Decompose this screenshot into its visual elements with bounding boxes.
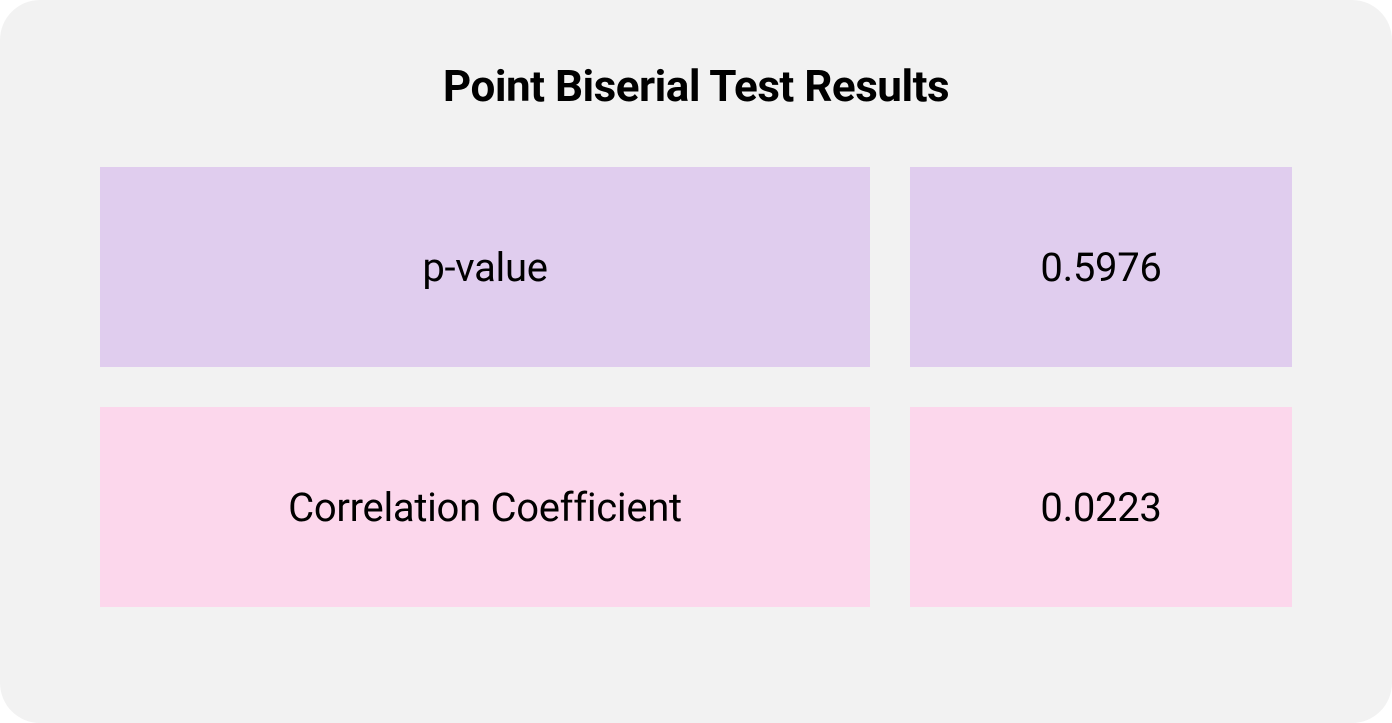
results-rows: p-value 0.5976 Correlation Coefficient 0… [100, 167, 1292, 653]
result-label: Correlation Coefficient [100, 407, 870, 607]
card-title: Point Biserial Test Results [100, 60, 1292, 112]
result-label: p-value [100, 167, 870, 367]
results-card: Point Biserial Test Results p-value 0.59… [0, 0, 1392, 723]
result-value: 0.0223 [910, 407, 1292, 607]
result-value: 0.5976 [910, 167, 1292, 367]
result-row: Correlation Coefficient 0.0223 [100, 407, 1292, 607]
result-row: p-value 0.5976 [100, 167, 1292, 367]
